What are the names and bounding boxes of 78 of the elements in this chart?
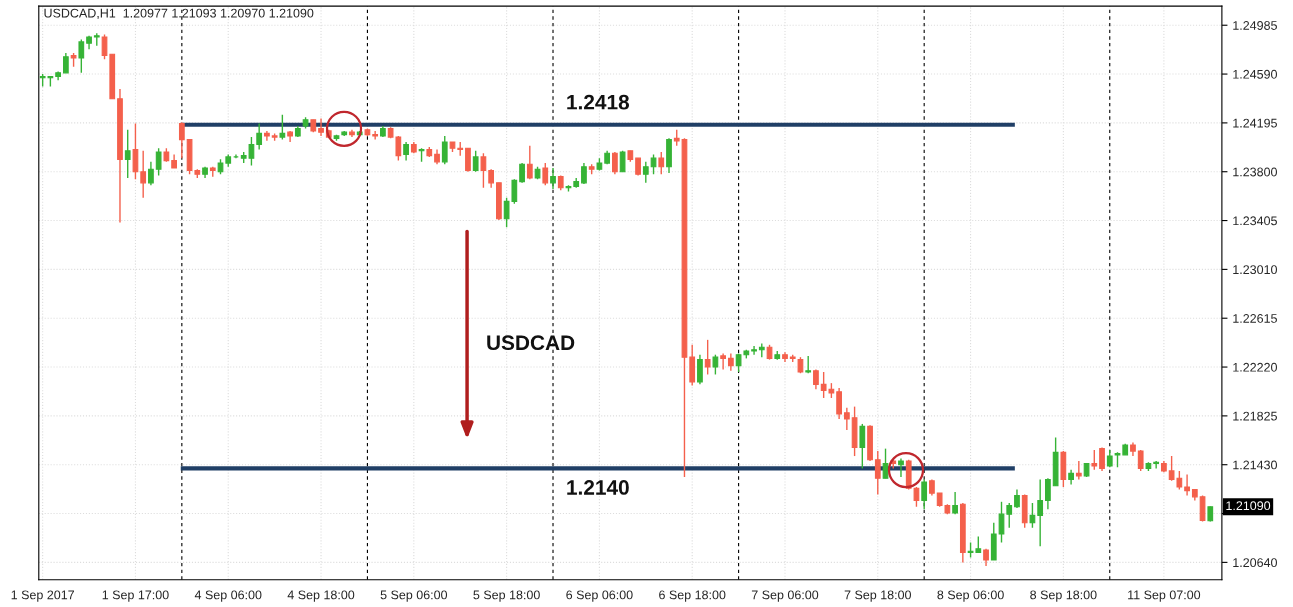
x-tick-label: 6 Sep 18:00: [659, 590, 726, 602]
x-tick-label: 7 Sep 06:00: [751, 590, 819, 602]
candlestick: [124, 128, 131, 179]
y-tick-label: 1.22615: [1233, 314, 1277, 323]
candlestick: [1037, 478, 1044, 548]
candlestick: [720, 352, 727, 371]
candlestick: [480, 152, 487, 189]
candlestick: [148, 161, 154, 187]
candlestick: [62, 52, 69, 74]
candlestick: [372, 130, 379, 141]
candlestick: [1099, 446, 1105, 472]
candlestick: [403, 141, 409, 162]
x-tick-label: 7 Sep 18:00: [844, 590, 912, 602]
candlestick: [132, 122, 139, 180]
candlestick: [1091, 449, 1098, 471]
y-tick-label: 1.24985: [1233, 21, 1277, 30]
candlestick: [836, 387, 842, 420]
y-tick-label: 1.21825: [1233, 411, 1277, 421]
candlestick: [843, 407, 850, 431]
chart-title: USDCAD,H1 1.20977 1.21093 1.20970 1.21090: [44, 8, 314, 20]
candlestick: [921, 478, 928, 510]
candlestick: [318, 117, 324, 137]
candlestick: [78, 38, 85, 74]
x-tick-label: 6 Sep 06:00: [566, 590, 633, 602]
candlestick: [898, 457, 904, 478]
candlestick: [488, 168, 495, 189]
candlestick: [1184, 473, 1190, 497]
candlestick: [1045, 477, 1051, 510]
candlestick: [1029, 502, 1036, 529]
candlestick: [1075, 460, 1082, 481]
annotation: USDCAD: [487, 335, 575, 351]
candlestick: [465, 147, 471, 173]
candlestick: [155, 147, 162, 177]
candlestick: [1199, 494, 1206, 523]
candlestick: [859, 423, 866, 470]
candlestick: [642, 161, 649, 184]
x-tick-label: 8 Sep 18:00: [1030, 590, 1097, 602]
candlestick: [279, 114, 286, 141]
candlestick: [874, 450, 881, 496]
y-tick-label: 1.23800: [1233, 167, 1277, 177]
x-tick-label: 5 Sep 06:00: [380, 590, 448, 602]
x-tick-label: 11 Sep 07:00: [1128, 590, 1201, 602]
candlestick: [611, 151, 618, 175]
candlestick: [658, 151, 665, 175]
x-tick-label: 4 Sep 06:00: [194, 590, 262, 602]
y-tick-label: 1.24195: [1233, 118, 1277, 128]
candlestick: [805, 355, 812, 374]
candlestick: [712, 353, 719, 376]
candlestick: [650, 153, 657, 175]
candlestick: [704, 339, 711, 376]
y-tick-label: 1.22220: [1233, 362, 1277, 372]
x-tick-label: 1 Sep 2017: [11, 590, 74, 602]
candlestick: [140, 150, 147, 199]
y-tick-label: 1.23010: [1233, 265, 1277, 275]
ref-line-label: 1.2140: [567, 480, 629, 495]
x-tick-label: 5 Sep 18:00: [473, 590, 540, 602]
x-tick-label: 8 Sep 06:00: [937, 590, 1004, 602]
x-tick-label: 4 Sep 18:00: [287, 590, 355, 602]
y-tick-label: 1.23405: [1233, 216, 1277, 226]
candlestick: [1006, 502, 1013, 529]
candlestick: [1014, 488, 1020, 509]
candlestick: [519, 162, 525, 184]
text: 1.21090: [1226, 501, 1271, 511]
candlestick: [441, 135, 448, 166]
candlestick: [256, 122, 263, 151]
candlestick: [751, 345, 757, 356]
y-tick-label: 1.21430: [1233, 460, 1277, 470]
y-tick-label: 1.20640: [1233, 558, 1277, 568]
candlestick: [526, 145, 533, 180]
ref-line-label: 1.2418: [567, 94, 630, 110]
candlestick: [1153, 460, 1160, 470]
candlestick: [697, 353, 703, 386]
x-tick-label: 1 Sep 17:00: [102, 590, 169, 602]
candlestick: [542, 162, 549, 187]
candlestick: [472, 150, 479, 173]
y-tick-label: 1.24590: [1233, 69, 1277, 79]
candlestick: [178, 121, 185, 159]
candlestick: [550, 167, 556, 190]
